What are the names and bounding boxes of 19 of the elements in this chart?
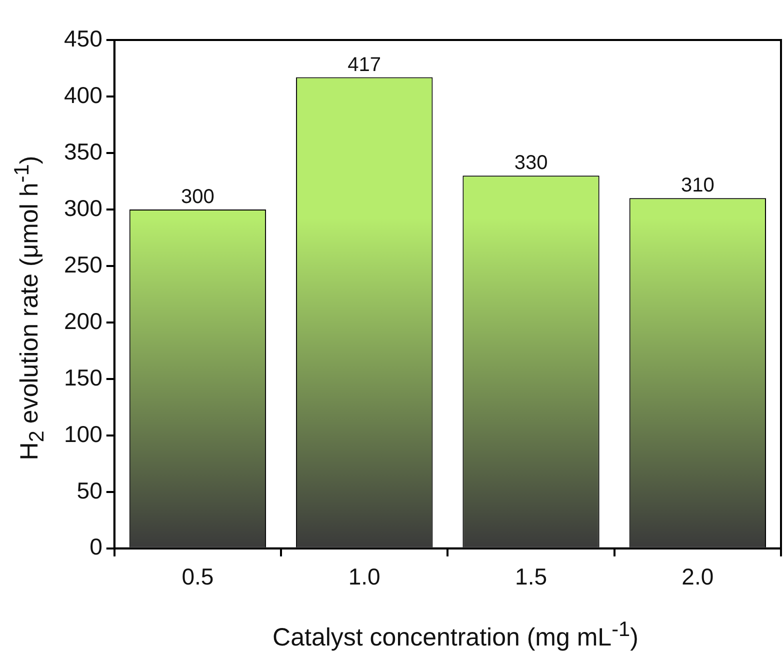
data-label: 330	[514, 152, 548, 174]
y-tick-label: 450	[64, 25, 102, 52]
data-label: 417	[348, 54, 382, 76]
y-tick-label: 150	[64, 364, 102, 390]
y-tick-label: 350	[64, 138, 102, 164]
y-tick-label: 300	[64, 194, 102, 221]
x-tick-label: 1.0	[348, 564, 380, 590]
x-tick-label: 0.5	[182, 564, 214, 590]
y-tick-label: 400	[64, 82, 102, 108]
y-tick-label: 200	[64, 308, 102, 334]
x-tick-label: 1.5	[515, 564, 548, 590]
x-axis-title: Catalyst concentration (mg mL$^{-1}$)	[272, 618, 640, 652]
y-tick-label: 250	[64, 251, 102, 278]
y-tick-label: 100	[64, 420, 102, 447]
data-label: 310	[680, 174, 714, 197]
x-tick-label: 2.0	[682, 564, 714, 590]
y-tick-label: 0	[90, 534, 102, 560]
y-tick-label: 50	[76, 477, 102, 504]
data-label: 300	[181, 186, 214, 208]
